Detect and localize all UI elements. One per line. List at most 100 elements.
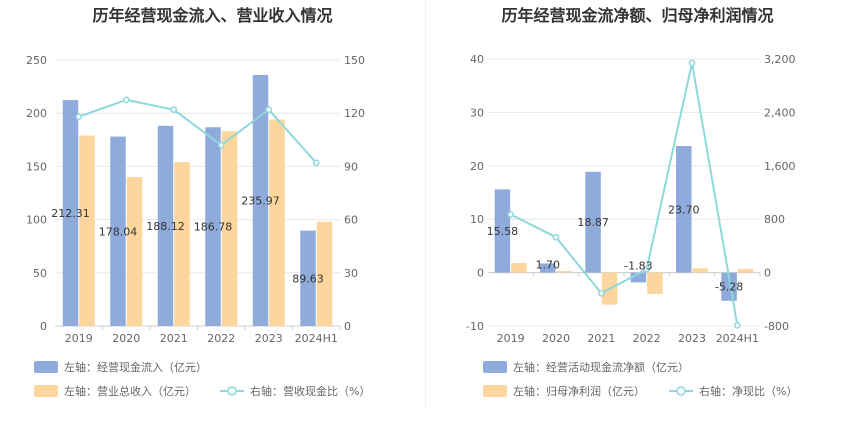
right-left-tick-label: 10 [470,213,484,226]
right-bar-series1 [630,272,647,283]
left-bar-data-label: 212.31 [51,207,90,220]
left-right-tick-label: 30 [344,267,358,280]
right-x-tick-label: 2023 [678,332,706,345]
left-x-tick-label: 2022 [207,332,235,345]
left-bar-series2 [174,162,190,326]
right-x-tick-label: 2021 [587,332,615,345]
right-left-tick-label: 30 [470,106,484,119]
right-right-tick-label: 1,600 [764,160,796,173]
right-left-tick-label: 40 [470,53,484,66]
right-bar-series2 [511,262,527,273]
right-legend-item-1: 左轴：经营活动现金流净额（亿元） [513,360,689,374]
right-bar-data-label: -1.83 [624,260,652,273]
panel-divider [425,0,426,410]
left-right-tick-label: 60 [344,214,358,227]
right-right-tick-label: 800 [764,213,785,226]
left-left-tick-label: 150 [26,160,47,173]
right-ratio-point [507,211,515,218]
right-bar-series1 [494,189,511,273]
right-x-tick-label: 2020 [542,332,570,345]
right-x-tick-label: 2022 [633,332,661,345]
left-right-tick-label: 150 [344,54,365,67]
left-right-tick-label: 120 [344,107,365,120]
right-bar-data-label: 23.70 [668,203,700,216]
left-legend-item-1-swatch [34,361,58,373]
left-ratio-point [170,106,178,114]
right-ratio-point [733,321,741,329]
left-legend-item-3: 右轴：营收现金比（%） [250,384,370,398]
left-ratio-line [78,98,317,164]
left-bar-series1 [300,230,316,326]
right-ratio-point [688,59,696,67]
right-ratio-point [597,289,605,297]
left-bar-series2 [79,135,95,326]
left-bar-series2 [269,119,285,326]
right-right-tick-label: 2,400 [764,106,796,119]
left-bar-series2 [316,221,333,326]
left-legend-item-1: 左轴：经营现金流入（亿元） [64,360,207,374]
right-right-tick-label: -800 [764,320,789,333]
left-ratio-point [122,96,130,104]
right-bar-series2 [692,268,708,273]
left-bar-data-label: 89.63 [292,272,324,285]
right-bar-series1 [676,146,692,273]
right-left-tick-label: -10 [466,320,484,333]
right-bar-series2 [737,268,754,273]
left-right-tick-label: 90 [344,160,358,173]
right-right-tick-label: 0 [764,267,771,280]
left-bar-series1 [62,100,79,326]
right-x-tick-label: 2019 [497,332,525,345]
left-bar-data-label: 188.12 [146,220,185,233]
right-ratio-point [552,233,560,241]
right-bar-data-label: 1.70 [536,259,561,272]
right-bar-data-label: 15.58 [487,225,519,238]
right-legend-item-3-swatch-marker [676,386,686,396]
right-legend-item-3: 右轴：净现比（%） [699,384,797,398]
left-bar-data-label: 235.97 [241,194,280,207]
left-legend-item-2-swatch [34,385,58,397]
left-left-tick-label: 200 [26,107,47,120]
left-left-tick-label: 100 [26,214,47,227]
left-left-tick-label: 0 [40,320,47,333]
left-bar-series1 [110,136,126,326]
left-ratio-point [265,106,273,114]
left-x-tick-label: 2019 [65,332,93,345]
left-ratio-point [217,141,225,149]
left-bar-series1 [252,74,269,326]
right-bar-series2 [556,270,572,273]
left-bar-data-label: 178.04 [99,225,138,238]
left-legend-item-2: 左轴：营业总收入（亿元） [64,384,196,398]
left-x-tick-label: 2020 [112,332,140,345]
right-left-tick-label: 0 [477,267,484,280]
right-ratio-line [510,62,739,326]
right-right-tick-label: 3,200 [764,53,796,66]
left-ratio-point [312,159,320,167]
left-bar-data-label: 186.78 [194,221,233,234]
left-bar-series1 [157,125,174,326]
left-x-tick-label: 2021 [160,332,188,345]
right-ratio-point [643,265,651,273]
right-legend-item-2-swatch [483,385,507,397]
left-right-tick-label: 0 [344,320,351,333]
right-bar-series1 [721,272,737,301]
right-bar-data-label: -5.28 [715,281,743,294]
right-left-tick-label: 20 [470,160,484,173]
left-x-tick-label: 2023 [255,332,283,345]
left-bar-series2 [126,177,143,326]
right-bar-series1 [540,263,556,273]
right-legend-item-2: 左轴：归母净利润（亿元） [513,384,645,398]
left-x-tick-label: 2024H1 [295,332,338,345]
right-x-tick-label: 2024H1 [716,332,759,345]
right-bar-series2 [647,272,663,294]
right-bar-data-label: 18.87 [577,216,609,229]
left-legend-item-3-swatch-marker [227,386,237,396]
left-ratio-point [75,113,83,121]
left-bar-series2 [221,131,238,326]
left-chart-title: 历年经营现金流入、营业收入情况 [92,6,333,25]
left-bar-series1 [205,127,221,326]
left-left-tick-label: 250 [26,54,47,67]
right-legend-item-1-swatch [483,361,507,373]
right-chart-title: 历年经营现金流净额、归母净利润情况 [501,6,774,25]
right-bar-series1 [585,171,601,273]
